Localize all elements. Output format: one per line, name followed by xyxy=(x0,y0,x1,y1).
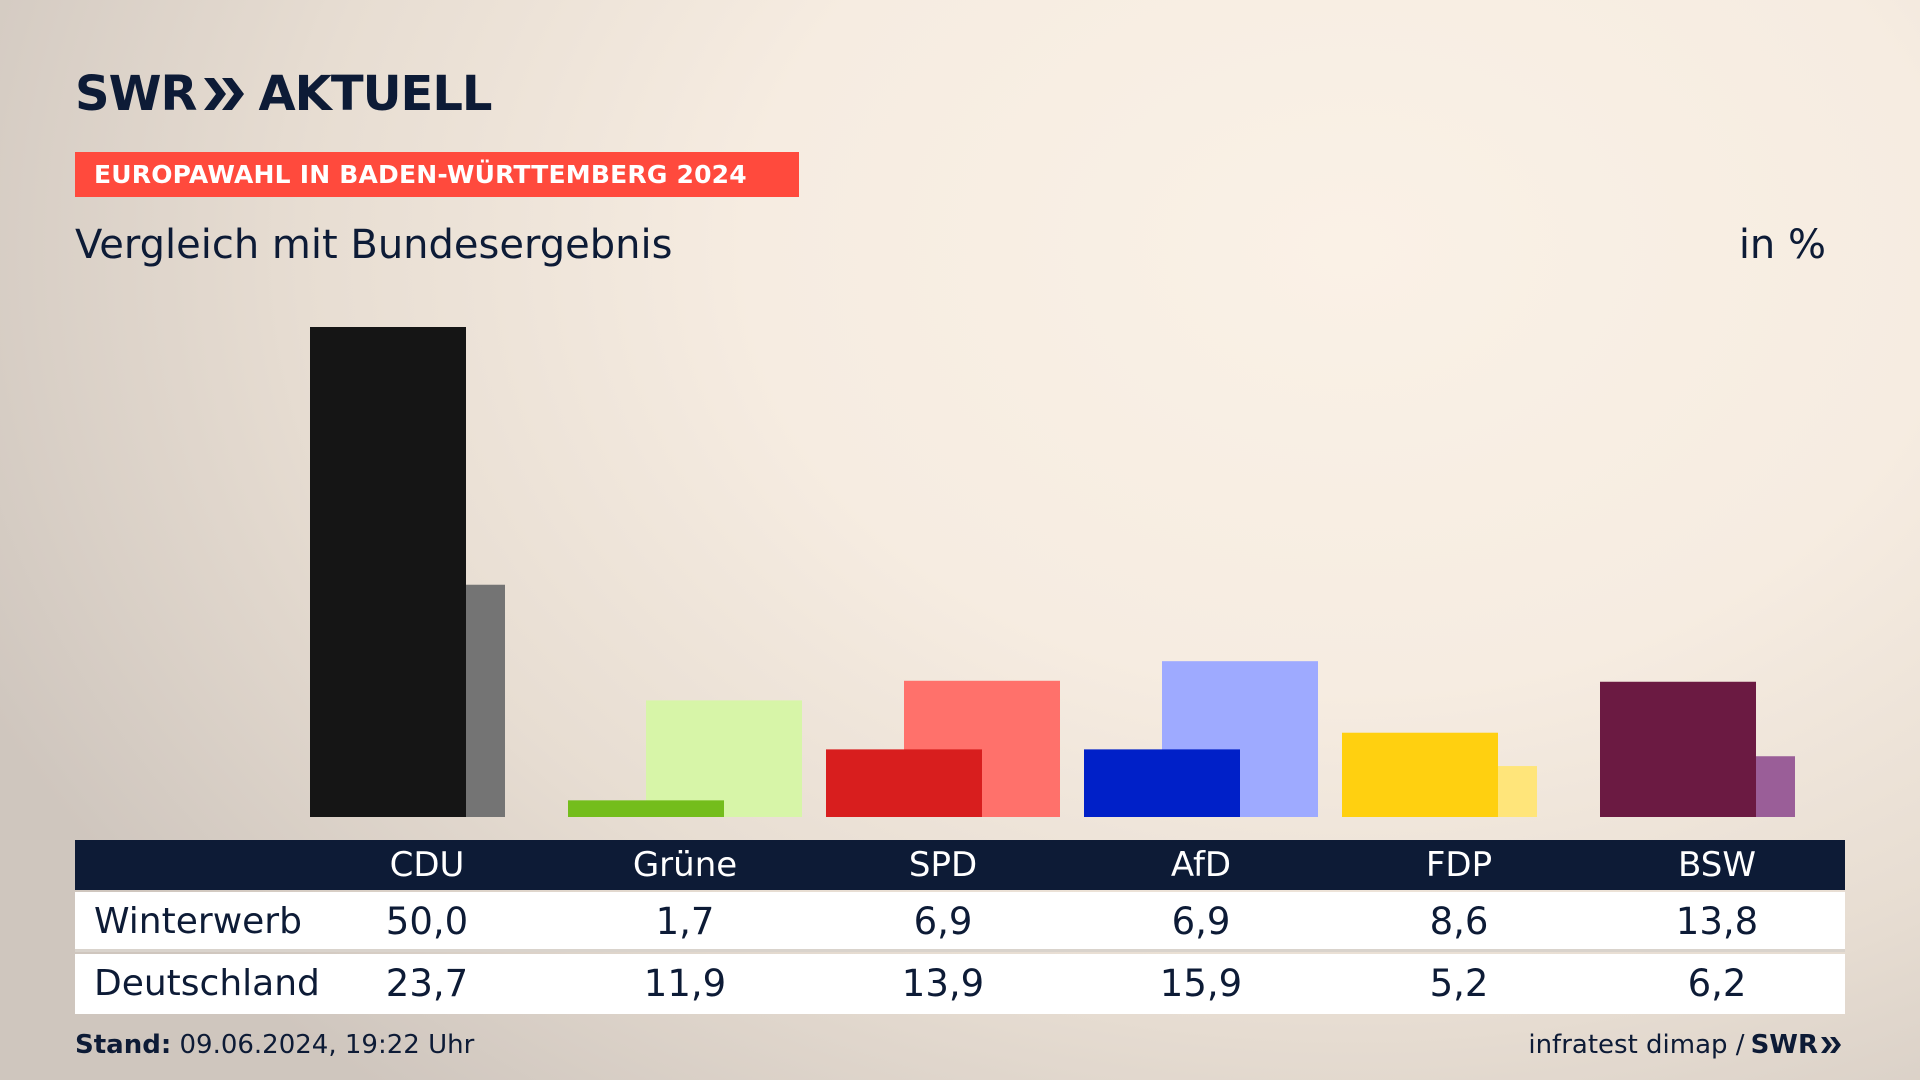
bar-deutschland-cdu xyxy=(466,584,505,817)
bar-deutschland-grüne xyxy=(646,700,802,817)
party-header: AfD xyxy=(1170,845,1232,885)
stand-label: Stand: xyxy=(75,1030,172,1060)
party-header-row: CDU Grüne SPD AfD FDP BSW xyxy=(75,840,1845,890)
table-cell: 5,2 xyxy=(1429,962,1489,1005)
chart-subtitle: Vergleich mit Bundesergebnis xyxy=(75,222,673,268)
double-chevron-icon xyxy=(204,78,245,110)
double-chevron-icon xyxy=(1821,1037,1841,1053)
table-cell: 11,9 xyxy=(643,962,727,1005)
party-header: SPD xyxy=(908,845,978,885)
table-cell: 8,6 xyxy=(1429,900,1489,943)
party-header: FDP xyxy=(1425,845,1493,885)
source-text: infratest dimap / xyxy=(1528,1030,1745,1060)
table-row: Winterwerb 50,0 1,7 6,9 6,9 8,6 13,8 xyxy=(75,892,1845,952)
table-cell: 6,2 xyxy=(1687,962,1747,1005)
table-cell: 6,9 xyxy=(913,900,973,943)
bar-deutschland-bsw xyxy=(1756,756,1795,817)
swr-aktuell-logo: SWR AKTUELL xyxy=(75,66,493,122)
party-header: BSW xyxy=(1678,845,1756,885)
stand-value: 09.06.2024, 19:22 Uhr xyxy=(179,1030,475,1060)
unit-label: in % xyxy=(1738,222,1826,268)
party-header: CDU xyxy=(389,845,465,885)
election-badge: EUROPAWAHL IN BADEN-WÜRTTEMBERG 2024 xyxy=(75,152,799,197)
bar-winterwerb-afd xyxy=(1084,749,1240,817)
source-credit: infratest dimap / SWR xyxy=(1528,1030,1844,1060)
table-cell: 13,9 xyxy=(901,962,985,1005)
brand-product: AKTUELL xyxy=(258,66,492,122)
table-cell: 1,7 xyxy=(655,900,715,943)
source-brand: SWR xyxy=(1750,1030,1818,1060)
party-header: Grüne xyxy=(632,845,738,885)
bar-winterwerb-cdu xyxy=(310,327,466,817)
bar-deutschland-fdp xyxy=(1498,766,1537,817)
table-cell: 23,7 xyxy=(385,962,469,1005)
bar-winterwerb-grüne xyxy=(568,800,724,817)
brand-name: SWR xyxy=(75,66,197,122)
table-cell: 50,0 xyxy=(385,900,469,943)
bar-chart xyxy=(310,327,1795,817)
timestamp: Stand: 09.06.2024, 19:22 Uhr xyxy=(75,1030,474,1060)
bar-winterwerb-spd xyxy=(826,749,982,817)
row-label: Winterwerb xyxy=(94,901,302,942)
results-table: CDU Grüne SPD AfD FDP BSW Winterwerb 50,0 1,7 6… xyxy=(75,840,1845,1014)
bar-winterwerb-bsw xyxy=(1600,681,1756,817)
bar-winterwerb-fdp xyxy=(1342,732,1498,817)
table-cell: 13,8 xyxy=(1675,900,1759,943)
row-label: Deutschland xyxy=(94,963,320,1004)
table-cell: 6,9 xyxy=(1171,900,1231,943)
table-row: Deutschland 23,7 11,9 13,9 15,9 5,2 6,2 xyxy=(75,954,1845,1014)
table-cell: 15,9 xyxy=(1159,962,1243,1005)
